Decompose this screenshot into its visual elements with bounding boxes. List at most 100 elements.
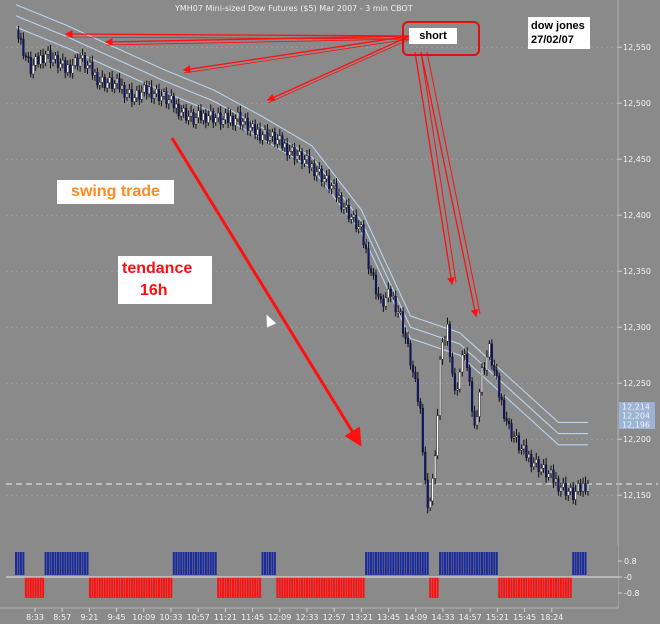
osc-bar-negative: [231, 577, 234, 598]
swing-trade-box: swing trade: [57, 180, 174, 204]
bear-candle: [212, 110, 215, 123]
osc-bar-positive: [439, 552, 442, 575]
osc-bar-negative: [325, 577, 328, 598]
x-tick-label: 15:21: [486, 613, 509, 622]
osc-bar-negative: [350, 577, 353, 598]
osc-bar-negative: [436, 577, 439, 598]
osc-bar-negative: [148, 577, 151, 598]
osc-bar-negative: [251, 577, 254, 598]
bull-candle: [79, 58, 82, 67]
bull-candle: [475, 416, 479, 426]
trend-time-label: 16h: [140, 282, 168, 299]
chart-title: YMH07 Mini-sized Dow Futures ($5) Mar 20…: [174, 4, 413, 13]
osc-bar-positive: [214, 552, 217, 575]
bear-candle: [185, 107, 188, 121]
osc-bar-positive: [466, 552, 469, 575]
x-tick-label: 15:45: [513, 613, 536, 622]
osc-bar-negative: [310, 577, 313, 598]
osc-bar-negative: [345, 577, 348, 598]
bear-candle: [83, 55, 87, 69]
osc-bar-negative: [520, 577, 523, 598]
osc-bar-negative: [101, 577, 104, 598]
bull-candle: [461, 354, 464, 373]
osc-bar-positive: [268, 552, 271, 575]
bull-candle: [431, 478, 434, 502]
x-tick-label: 8:57: [53, 613, 71, 622]
bull-candle: [439, 359, 442, 416]
bull-candle: [133, 97, 136, 102]
short-label-box: short: [409, 28, 457, 44]
bull-candle: [93, 72, 96, 76]
osc-bar-positive: [209, 552, 212, 575]
bull-candle: [135, 90, 138, 98]
bear-candle: [369, 268, 373, 273]
grid-lines: [6, 46, 658, 496]
osc-bar-negative: [537, 577, 540, 598]
bear-candle: [37, 56, 40, 65]
osc-bar-negative: [513, 577, 516, 598]
bull-candle: [224, 112, 227, 120]
osc-bar-positive: [579, 552, 582, 575]
short-label: short: [419, 30, 447, 42]
bull-candle: [458, 371, 461, 390]
bear-candle: [300, 151, 304, 164]
index-label-box: dow jones 27/02/07: [528, 17, 590, 49]
osc-bar-positive: [19, 552, 22, 575]
osc-bar-negative: [229, 577, 232, 598]
bear-candle: [584, 483, 587, 492]
bear-candle: [508, 420, 511, 424]
bull-candle: [125, 93, 129, 98]
y-tick-label: 12,300: [623, 323, 651, 332]
osc-bar-positive: [271, 552, 274, 575]
osc-bar-negative: [569, 577, 572, 598]
bear-candle: [254, 123, 257, 135]
osc-bar-negative: [500, 577, 503, 598]
bear-candle: [56, 55, 59, 68]
osc-bar-negative: [323, 577, 326, 598]
osc-bar-positive: [397, 552, 400, 575]
x-tick-label: 18:24: [540, 613, 563, 622]
bull-candle: [194, 117, 198, 125]
bull-candle: [569, 487, 572, 492]
osc-bar-negative: [170, 577, 173, 598]
bear-candle: [226, 112, 230, 123]
bear-candle: [557, 478, 560, 492]
bull-candle: [288, 151, 291, 156]
bear-candle: [281, 135, 284, 148]
osc-bar-negative: [545, 577, 548, 598]
osc-bar-negative: [133, 577, 136, 598]
bull-candle: [446, 324, 449, 342]
osc-bar-positive: [180, 552, 183, 575]
osc-bar-negative: [246, 577, 249, 598]
bull-candle: [332, 183, 336, 186]
bear-candle: [510, 423, 513, 439]
osc-bar-positive: [419, 552, 422, 575]
osc-bar-negative: [108, 577, 111, 598]
osc-bar-positive: [414, 552, 417, 575]
bull-candle: [229, 115, 232, 123]
bear-candle: [313, 163, 316, 177]
bear-candle: [451, 356, 454, 374]
osc-bar-negative: [320, 577, 323, 598]
bear-candle: [411, 364, 415, 373]
bear-candle: [246, 117, 249, 131]
osc-bar-negative: [564, 577, 567, 598]
x-tick-label: 13:21: [350, 613, 373, 622]
bull-candle: [582, 483, 585, 492]
bear-candle: [362, 224, 365, 245]
osc-bar-positive: [577, 552, 580, 575]
osc-bar-positive: [175, 552, 178, 575]
osc-bar-negative: [357, 577, 360, 598]
osc-bar-positive: [61, 552, 64, 575]
osc-bar-positive: [207, 552, 210, 575]
bull-candle: [577, 483, 580, 492]
osc-bar-positive: [367, 552, 370, 575]
osc-bar-positive: [448, 552, 451, 575]
bull-candle: [456, 388, 459, 391]
osc-bar-positive: [69, 552, 72, 575]
osc-bar-negative: [360, 577, 363, 598]
osc-bar-positive: [468, 552, 471, 575]
short-entry-arrow: [414, 51, 455, 286]
osc-bar-positive: [202, 552, 205, 575]
